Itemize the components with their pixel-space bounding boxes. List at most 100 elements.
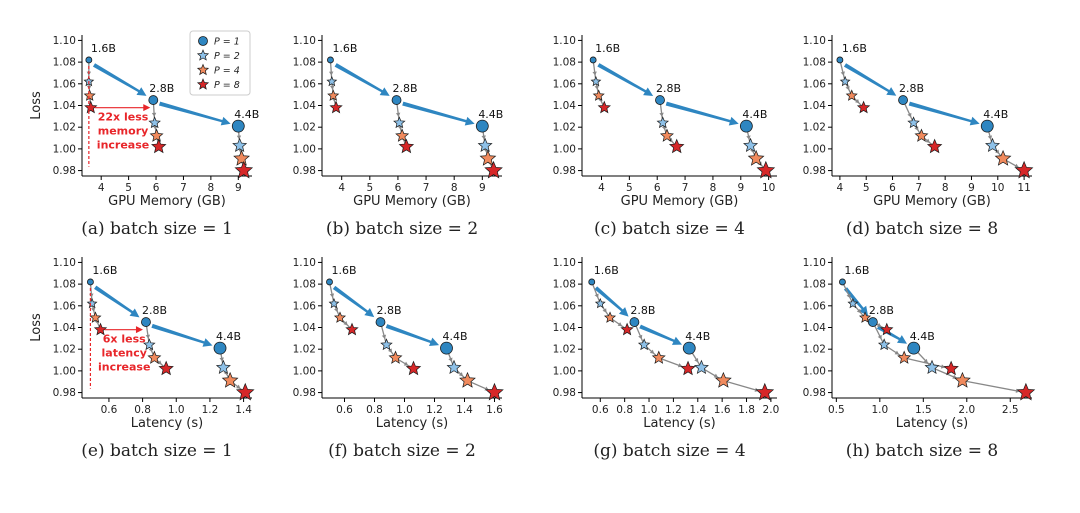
point-p8	[93, 322, 108, 336]
model-label: 1.6B	[92, 264, 117, 277]
parallel-line	[841, 281, 854, 304]
y-tick-label: 1.00	[553, 143, 576, 155]
model-label: 2.8B	[377, 304, 402, 317]
legend-label: P = 8	[214, 80, 240, 91]
y-tick-label: 1.00	[803, 365, 826, 377]
x-tick-label: 5	[863, 182, 870, 194]
scaling-arrow	[385, 324, 440, 347]
point-p4	[149, 128, 164, 142]
parallel-arrowhead	[845, 85, 850, 91]
parallel-arrowhead	[659, 112, 664, 117]
y-tick-label: 1.10	[53, 35, 76, 47]
point-p4	[747, 149, 765, 166]
legend-marker-star	[196, 78, 210, 90]
model-label: 1.6B	[844, 264, 869, 277]
parallel-arrowhead	[481, 135, 486, 140]
model-label: 4.4B	[685, 330, 710, 343]
point-p1	[588, 278, 596, 286]
x-tick-label: 9	[737, 182, 744, 194]
point-p4	[89, 311, 102, 323]
parallel-arrowhead	[856, 308, 862, 314]
point-p1	[836, 56, 844, 64]
point-p2	[590, 75, 602, 87]
y-tick-label: 1.04	[53, 100, 77, 112]
point-p8	[234, 160, 254, 179]
scaling-arrow	[665, 101, 739, 126]
point-p2	[637, 338, 651, 351]
panel-caption: (c) batch size = 4	[594, 219, 745, 239]
parallel-arrowhead	[330, 85, 335, 90]
point-p4	[388, 350, 403, 364]
chart-panel-6: 0.98 1.00 1.02 1.04 1.06 1.08 1.10 0.6 0.8 1.0 1.2…	[553, 257, 780, 461]
point-p1	[440, 341, 453, 355]
x-tick-label: 5	[626, 182, 633, 194]
x-tick-label: 10	[762, 182, 775, 194]
point-p2	[215, 359, 231, 374]
point-p2	[380, 338, 393, 351]
scaling-arrow	[158, 101, 231, 126]
y-tick-label: 1.04	[553, 322, 577, 334]
point-p4	[954, 371, 971, 388]
y-tick-label: 1.00	[293, 365, 316, 377]
point-p8	[329, 100, 343, 114]
y-tick-label: 0.98	[803, 165, 826, 177]
y-tick-label: 0.98	[553, 387, 576, 399]
point-p1	[475, 119, 489, 133]
y-tick-label: 1.00	[53, 143, 76, 155]
x-axis-label: Latency (s)	[896, 416, 968, 431]
parallel-arrowhead	[854, 99, 860, 104]
parallel-arrowhead	[940, 364, 946, 369]
legend-label: P = 2	[214, 51, 240, 62]
x-tick-label: 0.8	[616, 404, 633, 416]
x-axis-label: GPU Memory (GB)	[621, 194, 739, 209]
point-p2	[985, 137, 1001, 152]
y-tick-label: 1.08	[53, 279, 76, 291]
parallel-line	[591, 281, 601, 304]
annotation-arrowhead	[143, 104, 151, 112]
x-tick-label: 0.8	[366, 404, 383, 416]
point-p2	[232, 137, 248, 152]
x-tick-label: 1.2	[665, 404, 682, 416]
x-axis-label: Latency (s)	[643, 416, 715, 431]
parallel-arrowhead	[236, 384, 241, 389]
panel-caption: (g) batch size = 4	[593, 441, 745, 461]
parallel-arrowhead	[329, 293, 335, 298]
parallel-arrowhead	[907, 112, 912, 118]
y-tick-label: 1.06	[553, 78, 577, 90]
x-tick-label: 9	[235, 182, 242, 194]
parallel-arrowhead	[151, 112, 157, 117]
parallel-arrowhead	[395, 112, 401, 117]
panel-caption: (e) batch size = 1	[81, 441, 233, 461]
chart-panel-7: 0.98 1.00 1.02 1.04 1.06 1.08 1.10 0.5 1.0 1.5 2.0…	[803, 257, 1036, 461]
y-tick-label: 1.08	[553, 279, 576, 291]
point-p8	[1014, 160, 1034, 179]
x-tick-label: 7	[180, 182, 187, 194]
parallel-arrowhead	[914, 126, 919, 131]
y-tick-label: 1.00	[553, 365, 576, 377]
point-p1	[326, 278, 333, 286]
parallel-arrowhead	[145, 334, 151, 339]
parallel-arrowhead	[952, 374, 957, 379]
point-p4	[459, 371, 476, 388]
point-p8	[856, 100, 871, 114]
point-p2	[877, 338, 891, 351]
x-tick-label: 7	[682, 182, 689, 194]
annotation-text: increase	[98, 361, 150, 374]
x-tick-label: 10	[991, 182, 1004, 194]
y-tick-label: 0.98	[553, 165, 576, 177]
point-p4	[327, 89, 340, 101]
scaling-arrow	[151, 323, 213, 347]
parallel-arrowhead	[448, 357, 453, 363]
point-p8	[755, 382, 775, 401]
point-p1	[980, 119, 994, 133]
point-p4	[897, 350, 912, 364]
point-p1	[391, 95, 402, 105]
point-p4	[994, 149, 1012, 166]
legend-marker-star	[196, 49, 210, 61]
model-label: 4.4B	[443, 330, 468, 343]
x-tick-label: 1.0	[641, 404, 658, 416]
point-p4	[659, 128, 674, 142]
model-label: 4.4B	[234, 108, 259, 121]
x-tick-label: 1.0	[396, 404, 413, 416]
point-p8	[680, 360, 696, 376]
